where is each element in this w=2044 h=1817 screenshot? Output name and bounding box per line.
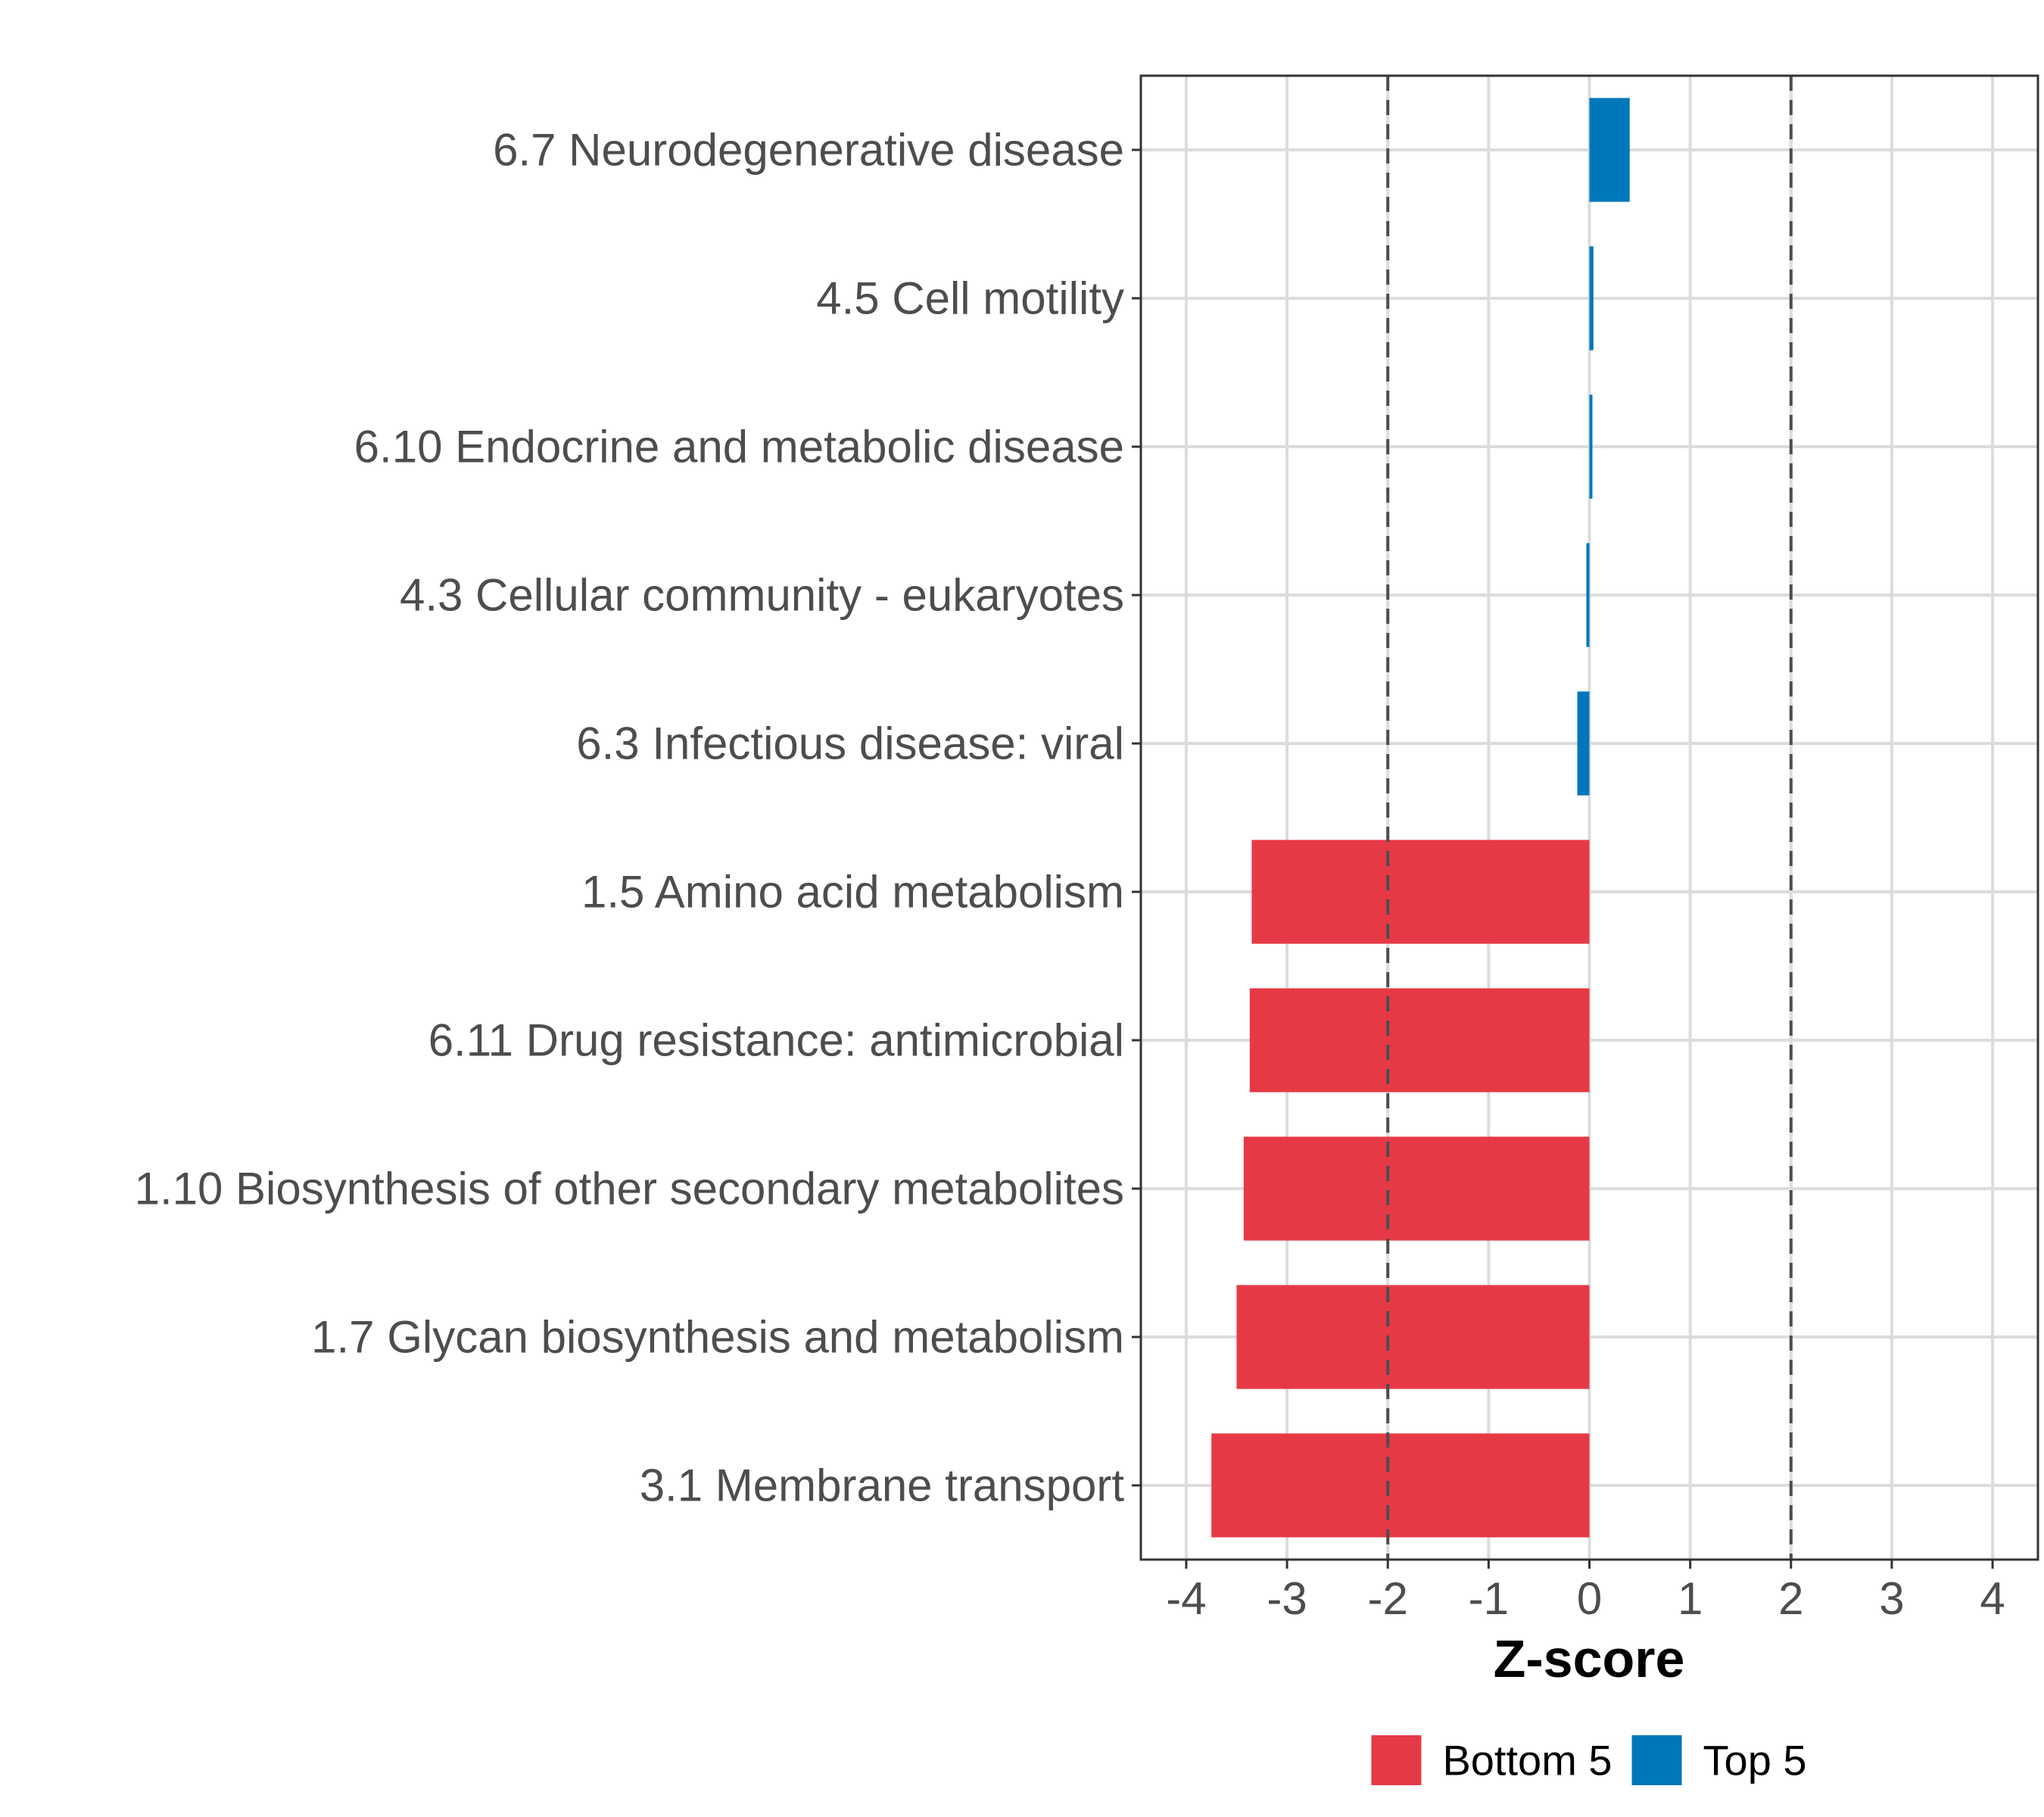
- bar: [1589, 246, 1594, 351]
- x-tick-label: -2: [1368, 1573, 1408, 1624]
- x-axis-title: Z-score: [1494, 1629, 1685, 1688]
- legend-key: [1631, 1735, 1682, 1785]
- bar-layer: [1211, 98, 1630, 1538]
- bar: [1236, 1285, 1590, 1389]
- legend-label: Top 5: [1703, 1737, 1807, 1784]
- bar: [1251, 840, 1590, 944]
- legend-label: Bottom 5: [1442, 1737, 1612, 1784]
- x-tick-label: 1: [1678, 1573, 1703, 1624]
- x-tick-label: -1: [1469, 1573, 1509, 1624]
- y-tick-label: 6.11 Drug resistance: antimicrobial: [428, 1015, 1124, 1066]
- x-tick-label: 2: [1778, 1573, 1803, 1624]
- bar: [1211, 1433, 1590, 1538]
- bar: [1243, 1136, 1590, 1241]
- x-tick-label: 3: [1879, 1573, 1904, 1624]
- y-tick-label: 6.3 Infectious disease: viral: [576, 718, 1124, 769]
- x-tick-label: 4: [1980, 1573, 2005, 1624]
- x-tick-label: -3: [1267, 1573, 1307, 1624]
- y-tick-label: 4.3 Cellular community - eukaryotes: [400, 570, 1124, 621]
- bar: [1589, 98, 1630, 202]
- bar: [1589, 394, 1593, 499]
- x-axis: -4 -3 -2 -1 0 1 2 3 4: [1166, 1560, 2005, 1624]
- legend-key: [1371, 1735, 1422, 1785]
- y-tick-label: 1.7 Glycan biosynthesis and metabolism: [311, 1312, 1124, 1363]
- bar: [1586, 543, 1590, 647]
- x-tick-label: -4: [1166, 1573, 1206, 1624]
- legend: Bottom 5 Top 5: [1371, 1735, 1807, 1785]
- y-tick-label: 1.10 Biosynthesis of other secondary met…: [135, 1164, 1124, 1214]
- y-tick-label: 4.5 Cell motility: [816, 273, 1124, 324]
- y-tick-label: 6.7 Neurodegenerative disease: [493, 125, 1124, 176]
- y-tick-label: 6.10 Endocrine and metabolic disease: [354, 422, 1124, 472]
- x-tick-label: 0: [1577, 1573, 1602, 1624]
- y-tick-label: 3.1 Membrane transport: [640, 1460, 1125, 1511]
- reference-lines: [1386, 76, 1793, 1560]
- y-axis: 6.7 Neurodegenerative disease 4.5 Cell mo…: [135, 125, 1141, 1511]
- bar: [1577, 691, 1590, 796]
- y-tick-label: 1.5 Amino acid metabolism: [581, 867, 1124, 918]
- bar: [1249, 988, 1590, 1092]
